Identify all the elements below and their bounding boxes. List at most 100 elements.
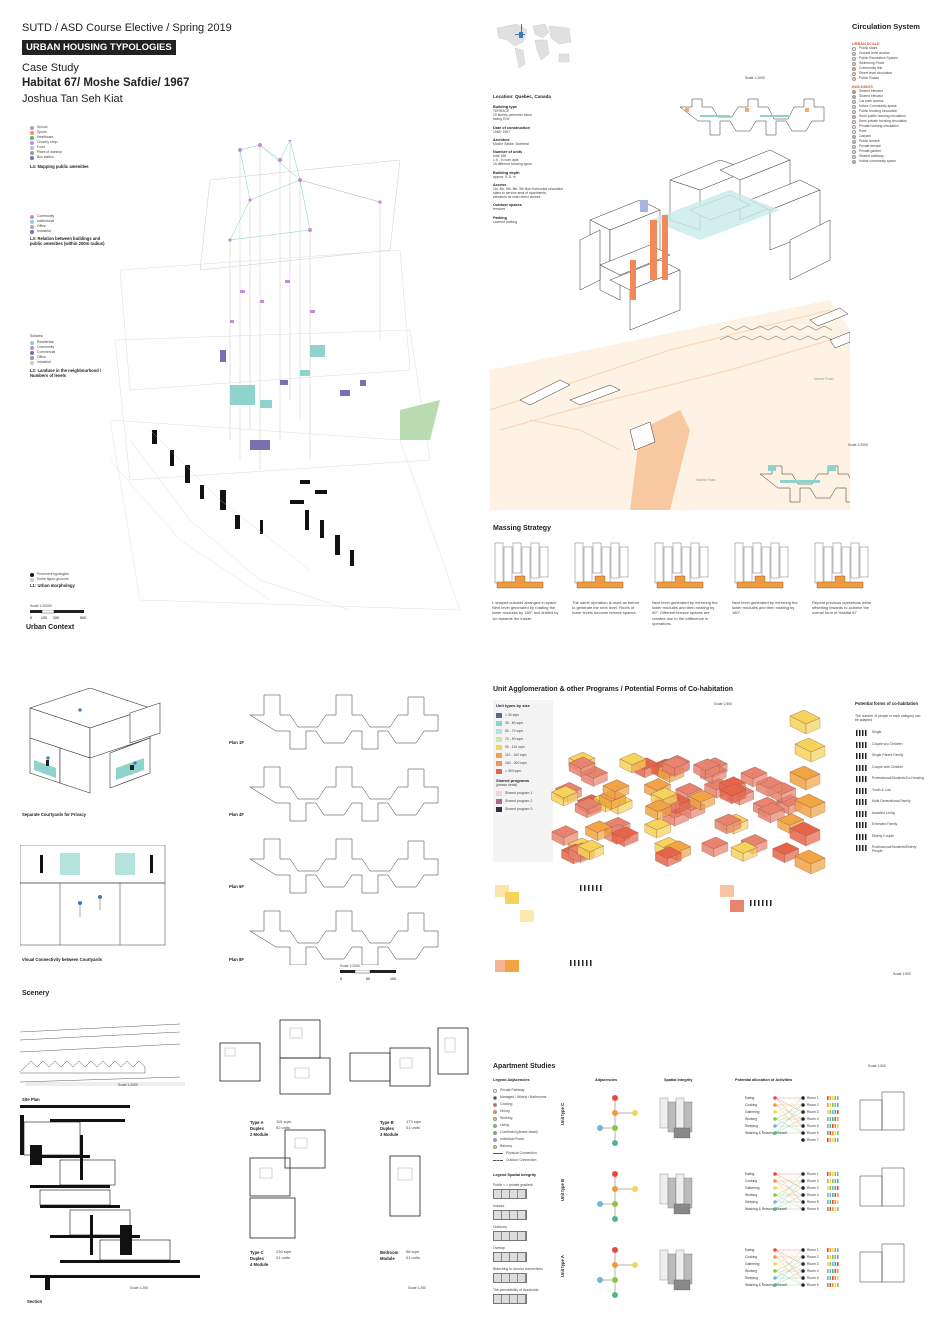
legend-item: 160 - 300 sqm	[496, 759, 550, 767]
people-icon	[856, 799, 868, 805]
room-label: Room 5	[807, 1276, 819, 1280]
spatial-swatch	[493, 1189, 527, 1199]
potential-form-label: Multi Generational Family	[872, 799, 911, 803]
unit-type-label: Module	[380, 1256, 395, 1261]
cohab-block	[720, 885, 734, 897]
legend-label: Public Recreation Spaces	[859, 56, 898, 60]
legend-label: Shared program 3	[505, 807, 533, 812]
unit-type-value: 115 sqm	[276, 1119, 292, 1124]
unit-block	[644, 817, 672, 839]
unit-type-value: 01 units	[406, 1255, 421, 1260]
legend-item: Community link	[852, 66, 907, 71]
legend-label: Semi-private housing circulation	[859, 119, 908, 123]
project-title: Habitat 67/ Moshe Safdie/ 1967	[22, 77, 190, 89]
info-heading: Architect	[493, 137, 510, 142]
legend-item: Individual Room	[493, 1136, 546, 1143]
info-value: facing E/W	[493, 117, 510, 122]
legend-label: Industrial	[37, 229, 51, 233]
unit-block	[551, 825, 579, 846]
legend-label: Entire figure-grounds	[37, 577, 69, 581]
spatial-swatch	[493, 1294, 527, 1304]
svg-text:100: 100	[390, 977, 396, 981]
potential-form-block	[789, 710, 821, 735]
agglomeration-title: Unit Agglomeration & other Programs / Po…	[493, 686, 734, 693]
legend-swatch	[30, 130, 34, 135]
legend-item: Living	[493, 1122, 546, 1129]
legend-item: Car park access	[852, 99, 907, 104]
legend-item: 30 - 60 sqm	[496, 719, 550, 727]
info-value: 1965~1967	[493, 129, 511, 134]
legend-item: < 30 sqm	[496, 711, 550, 719]
legend-swatch	[496, 736, 502, 742]
road-label-2: Marine Road	[696, 478, 716, 482]
activity-allocation: Eating Cooking Gathering Working Sleeping Was…	[745, 1172, 839, 1211]
floor-plan-outline	[249, 766, 439, 822]
legend-swatch	[493, 1109, 497, 1114]
l2-heading: Subarea	[30, 334, 43, 338]
circ-scale2: Scale 1:2000	[848, 443, 868, 447]
spatial-integrity-diagram	[659, 1249, 693, 1291]
legend-item: Community	[30, 345, 55, 350]
legend-item: Swimming Pools	[852, 61, 907, 66]
legend-item: 70 - 90 sqm	[496, 735, 550, 743]
info-value: elevators as main direct access	[493, 195, 541, 200]
legend-item: Office	[30, 224, 54, 229]
svg-text:100: 100	[41, 616, 47, 620]
unit-type-label: Duplex	[250, 1126, 264, 1131]
legend-item: Institutional	[30, 219, 54, 224]
info-block: Access 1st, 4th, 5th, 8th, 9th floor hori…	[493, 183, 623, 200]
info-heading: Parking	[493, 215, 507, 220]
info-value: 1st, 4th, 5th, 8th, 9th floor horizontal…	[493, 186, 564, 191]
legend-label: Place of worship	[37, 150, 62, 154]
location: Location: Quebec, Canada	[493, 94, 551, 99]
banner: URBAN HOUSING TYPOLOGIES	[22, 40, 176, 55]
svg-text:0: 0	[340, 977, 342, 981]
people-icon	[856, 776, 868, 782]
legend-item: Public terrace	[852, 139, 907, 144]
plan-5f: Plan 5F	[229, 884, 244, 889]
legend-item: Private housing circulation	[852, 124, 907, 129]
legend-item: Combined (please detail)	[493, 1129, 546, 1136]
legend-label: Office	[37, 224, 46, 228]
room-label: Room 1	[807, 1172, 819, 1176]
legend-swatch	[496, 760, 502, 766]
legend-swatch	[852, 159, 856, 164]
people-icon	[750, 900, 752, 906]
activity-label: Sleeping	[745, 1276, 758, 1280]
activity-label: Cooking	[745, 1179, 757, 1183]
unit-block	[693, 758, 720, 779]
unit-type-label: Bedroom	[380, 1250, 399, 1255]
unit-type-row-label: Unit type A	[560, 1255, 565, 1277]
activity-label: Washing & Relaxing Oneself	[745, 1131, 787, 1135]
scenery-title: Scenery	[22, 990, 50, 997]
people-icon	[856, 753, 868, 759]
unit-type-label: Duplex	[250, 1256, 264, 1261]
legend-swatch	[852, 114, 856, 119]
section-scale: Scale 1:250	[130, 1286, 148, 1290]
massing-step-diagram	[494, 542, 549, 589]
courtyard-caption-1: Separate Courtyards for Privacy	[22, 812, 87, 817]
info-block: Number of units total 158 1.5 - 5 room apt…	[493, 150, 623, 167]
info-heading: Outdoor spaces	[493, 203, 522, 208]
legend-label: < 30 sqm	[505, 713, 520, 717]
cohab-scale: Scale 1:500	[893, 972, 911, 976]
info-value: Moshe Safdie, Montreal	[493, 141, 529, 146]
apartment-studies-diagrams: Eating Cooking Gathering Working Sleeping Was…	[597, 1091, 905, 1298]
legend-label: Public Roads	[859, 76, 879, 80]
legend-label: 60 - 70 sqm	[505, 729, 523, 733]
legend-swatch	[852, 129, 856, 134]
co-habitation-diagrams	[495, 885, 772, 972]
activity-label: Cooking	[745, 1103, 757, 1107]
unit-block	[701, 836, 729, 858]
section-label: Section	[27, 1299, 43, 1304]
legend-item: Managed / Widely / Bathrooms	[493, 1094, 546, 1101]
legend-item: Shared program 1	[496, 789, 550, 797]
unit-plan	[859, 1243, 905, 1283]
unit-type-row-label: Unit type B	[560, 1178, 565, 1201]
spatial-legend-label: Outdoors	[493, 1225, 507, 1229]
unit-type-label: Type C	[250, 1250, 264, 1255]
floor-plan-outline	[249, 694, 439, 750]
legend-item: Semi-private housing circulation	[852, 119, 907, 124]
info-block: Outdoor spaces terraces	[493, 203, 623, 211]
col-legend: Legend Adjacencies	[493, 1078, 530, 1082]
